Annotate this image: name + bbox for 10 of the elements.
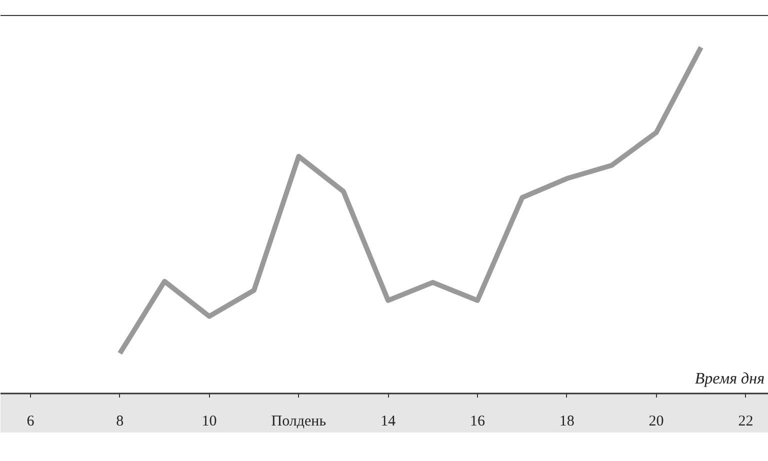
x-tick-label: 18 — [559, 414, 574, 430]
x-tick-label: 14 — [380, 414, 396, 430]
x-tick-label: 20 — [648, 414, 664, 430]
x-tick-label: 10 — [202, 414, 217, 430]
x-tick-label: 8 — [116, 414, 124, 430]
x-tick-label: 22 — [738, 414, 754, 430]
x-tick-label: Полдень — [271, 414, 326, 430]
x-axis-title: Время дня — [694, 370, 764, 388]
x-tick-label: 16 — [470, 414, 486, 430]
x-tick-label: 6 — [26, 414, 35, 430]
